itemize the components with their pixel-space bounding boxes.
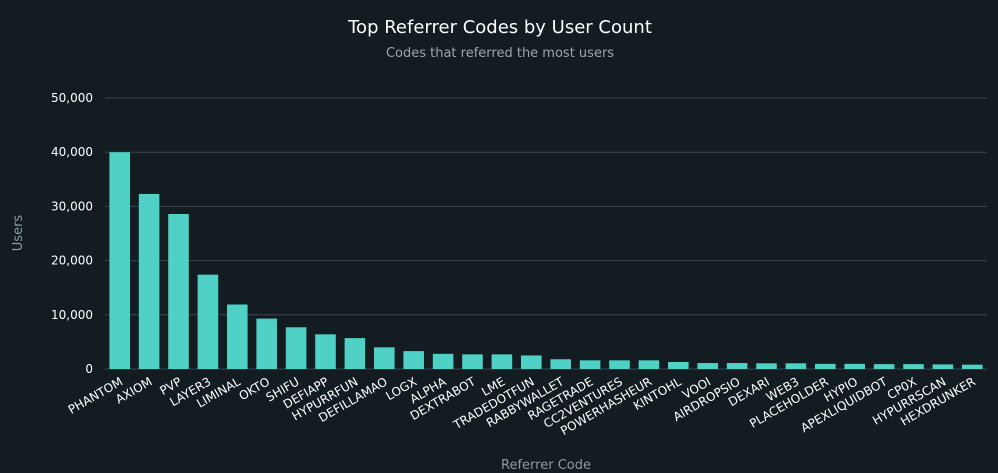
bar-hexdrunker[interactable] <box>962 364 983 369</box>
bar-airdropsio[interactable] <box>726 363 748 369</box>
y-tick-label: 40,000 <box>51 145 93 159</box>
y-tick-label: 30,000 <box>51 199 93 213</box>
bar-ragetrade[interactable] <box>579 360 601 369</box>
bar-powerhasheur[interactable] <box>638 360 660 369</box>
bar-hypurrfun[interactable] <box>344 338 366 369</box>
bar-web3[interactable] <box>785 363 807 369</box>
bar-pvp[interactable] <box>168 213 189 369</box>
y-tick-label: 20,000 <box>51 254 93 268</box>
bar-dexari[interactable] <box>756 363 777 369</box>
bar-axiom[interactable] <box>138 193 160 369</box>
bar-dextrabot[interactable] <box>462 354 483 369</box>
bar-okto[interactable] <box>256 318 277 369</box>
bar-phantom[interactable] <box>109 152 130 369</box>
y-tick-label: 50,000 <box>51 91 93 105</box>
bar-cp0x[interactable] <box>903 364 924 369</box>
bar-apexliquidbot[interactable] <box>873 364 895 369</box>
bar-vooi[interactable] <box>697 363 718 369</box>
bar-hypurrscan[interactable] <box>932 364 954 369</box>
bar-logx[interactable] <box>403 351 424 369</box>
bar-defiapp[interactable] <box>315 334 336 369</box>
x-axis-title: Referrer Code <box>501 458 591 473</box>
bar-layer3[interactable] <box>197 274 219 369</box>
bar-liminal[interactable] <box>227 304 248 369</box>
bars <box>109 152 983 369</box>
bar-kintohl[interactable] <box>668 361 689 369</box>
y-tick-label: 10,000 <box>51 308 93 322</box>
y-axis-ticks: 0 10,000 20,000 30,000 40,000 50,000 <box>51 91 93 376</box>
gridlines <box>105 97 987 370</box>
chart-title: Top Referrer Codes by User Count <box>347 17 652 38</box>
bar-lme[interactable] <box>491 354 513 369</box>
bar-shifu[interactable] <box>285 327 307 369</box>
bar-cc2ventures[interactable] <box>609 360 630 369</box>
bar-defillamao[interactable] <box>374 347 395 369</box>
bar-hypio[interactable] <box>844 363 865 369</box>
bar-alpha[interactable] <box>432 353 454 369</box>
y-tick-label: 0 <box>85 362 93 376</box>
y-axis-title: Users <box>11 215 26 252</box>
chart-subtitle: Codes that referred the most users <box>386 46 614 61</box>
bar-tradedotfun[interactable] <box>521 355 542 369</box>
bar-placeholder[interactable] <box>815 363 836 369</box>
bar-rabbywallet[interactable] <box>550 359 571 369</box>
